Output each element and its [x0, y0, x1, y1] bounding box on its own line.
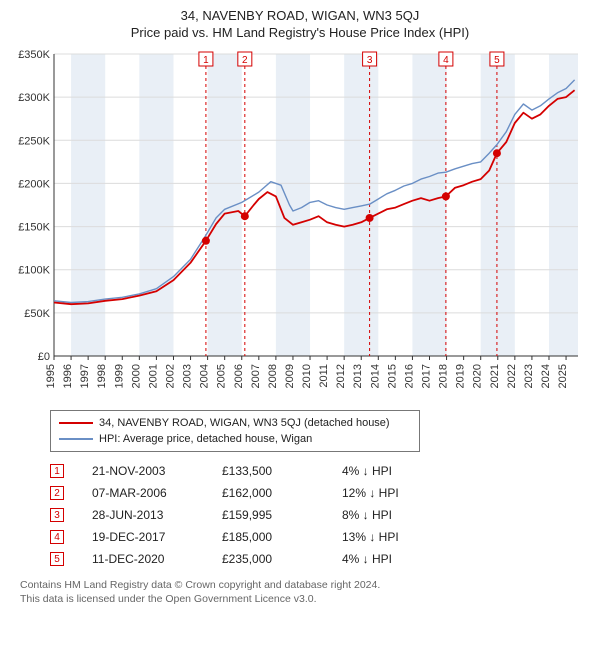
chart-subtitle: Price paid vs. HM Land Registry's House …: [10, 25, 590, 40]
svg-text:2007: 2007: [250, 364, 262, 388]
svg-text:2020: 2020: [472, 364, 484, 388]
svg-text:1995: 1995: [45, 364, 57, 388]
svg-text:2023: 2023: [523, 364, 535, 388]
footer-line: Contains HM Land Registry data © Crown c…: [20, 579, 380, 591]
svg-text:1997: 1997: [79, 364, 91, 388]
sale-marker-box: 3: [50, 508, 64, 522]
svg-text:2008: 2008: [267, 364, 279, 388]
svg-text:£200K: £200K: [18, 178, 50, 190]
svg-text:2005: 2005: [216, 364, 228, 388]
svg-text:2021: 2021: [489, 364, 501, 388]
svg-text:2013: 2013: [352, 364, 364, 388]
legend-label: 34, NAVENBY ROAD, WIGAN, WN3 5QJ (detach…: [99, 417, 390, 429]
sale-marker-box: 5: [50, 552, 64, 566]
svg-text:£50K: £50K: [24, 308, 50, 320]
legend-item: 34, NAVENBY ROAD, WIGAN, WN3 5QJ (detach…: [59, 415, 411, 431]
legend-swatch: [59, 438, 93, 440]
svg-text:2001: 2001: [147, 364, 159, 388]
svg-text:2: 2: [242, 55, 248, 66]
sale-diff: 8% ↓ HPI: [342, 508, 462, 522]
sale-date: 28-JUN-2013: [92, 508, 222, 522]
sales-row: 4 19-DEC-2017£185,00013% ↓ HPI: [50, 526, 590, 548]
sale-marker-box: 2: [50, 486, 64, 500]
sale-price: £133,500: [222, 464, 342, 478]
sale-date: 19-DEC-2017: [92, 530, 222, 544]
sale-marker-box: 1: [50, 464, 64, 478]
svg-text:2024: 2024: [540, 364, 552, 388]
sales-table: 121-NOV-2003£133,5004% ↓ HPI207-MAR-2006…: [50, 460, 590, 570]
sales-row: 3 28-JUN-2013£159,9958% ↓ HPI: [50, 504, 590, 526]
svg-text:2003: 2003: [182, 364, 194, 388]
sale-diff: 13% ↓ HPI: [342, 530, 462, 544]
svg-text:1996: 1996: [62, 364, 74, 388]
svg-text:2000: 2000: [130, 364, 142, 388]
svg-text:4: 4: [443, 55, 449, 66]
svg-text:1998: 1998: [96, 364, 108, 388]
sale-diff: 4% ↓ HPI: [342, 552, 462, 566]
svg-text:3: 3: [367, 55, 373, 66]
svg-text:5: 5: [494, 55, 500, 66]
svg-text:£300K: £300K: [18, 92, 50, 104]
svg-text:2022: 2022: [506, 364, 518, 388]
sale-diff: 12% ↓ HPI: [342, 486, 462, 500]
svg-text:£100K: £100K: [18, 265, 50, 277]
sales-row: 5 11-DEC-2020£235,0004% ↓ HPI: [50, 548, 590, 570]
svg-text:2015: 2015: [386, 364, 398, 388]
legend-label: HPI: Average price, detached house, Wiga…: [99, 433, 312, 445]
svg-text:2018: 2018: [438, 364, 450, 388]
svg-text:2012: 2012: [335, 364, 347, 388]
svg-text:1999: 1999: [113, 364, 125, 388]
svg-text:2004: 2004: [199, 364, 211, 388]
sale-price: £162,000: [222, 486, 342, 500]
footer: Contains HM Land Registry data © Crown c…: [20, 578, 590, 606]
legend-item: HPI: Average price, detached house, Wiga…: [59, 431, 411, 447]
svg-text:2011: 2011: [318, 364, 330, 388]
svg-text:£0: £0: [38, 351, 50, 363]
svg-text:2009: 2009: [284, 364, 296, 388]
svg-text:£250K: £250K: [18, 135, 50, 147]
svg-text:2017: 2017: [421, 364, 433, 388]
chart-svg: £0 £50K £100K £150K £200K £250K £300K £350K 1995…: [10, 48, 588, 402]
sale-price: £159,995: [222, 508, 342, 522]
svg-text:2010: 2010: [301, 364, 313, 388]
chart-container: 34, NAVENBY ROAD, WIGAN, WN3 5QJ Price p…: [0, 0, 600, 614]
svg-text:2025: 2025: [557, 364, 569, 388]
svg-text:£150K: £150K: [18, 222, 50, 234]
sale-price: £235,000: [222, 552, 342, 566]
sales-row: 2 07-MAR-2006£162,00012% ↓ HPI: [50, 482, 590, 504]
svg-text:2016: 2016: [403, 364, 415, 388]
svg-text:2019: 2019: [455, 364, 467, 388]
svg-text:£350K: £350K: [18, 49, 50, 61]
sales-row: 1 21-NOV-2003£133,5004% ↓ HPI: [50, 460, 590, 482]
sale-date: 07-MAR-2006: [92, 486, 222, 500]
footer-line: This data is licensed under the Open Gov…: [20, 593, 317, 605]
chart-plot: £0 £50K £100K £150K £200K £250K £300K £350K 1995…: [10, 48, 588, 402]
svg-text:2006: 2006: [233, 364, 245, 388]
sale-date: 21-NOV-2003: [92, 464, 222, 478]
sale-date: 11-DEC-2020: [92, 552, 222, 566]
svg-text:2014: 2014: [369, 364, 381, 388]
legend: 34, NAVENBY ROAD, WIGAN, WN3 5QJ (detach…: [50, 410, 420, 452]
svg-text:2002: 2002: [164, 364, 176, 388]
sale-marker-box: 4: [50, 530, 64, 544]
sale-price: £185,000: [222, 530, 342, 544]
chart-title: 34, NAVENBY ROAD, WIGAN, WN3 5QJ: [10, 8, 590, 23]
legend-swatch: [59, 422, 93, 424]
svg-text:1: 1: [203, 55, 209, 66]
sale-diff: 4% ↓ HPI: [342, 464, 462, 478]
